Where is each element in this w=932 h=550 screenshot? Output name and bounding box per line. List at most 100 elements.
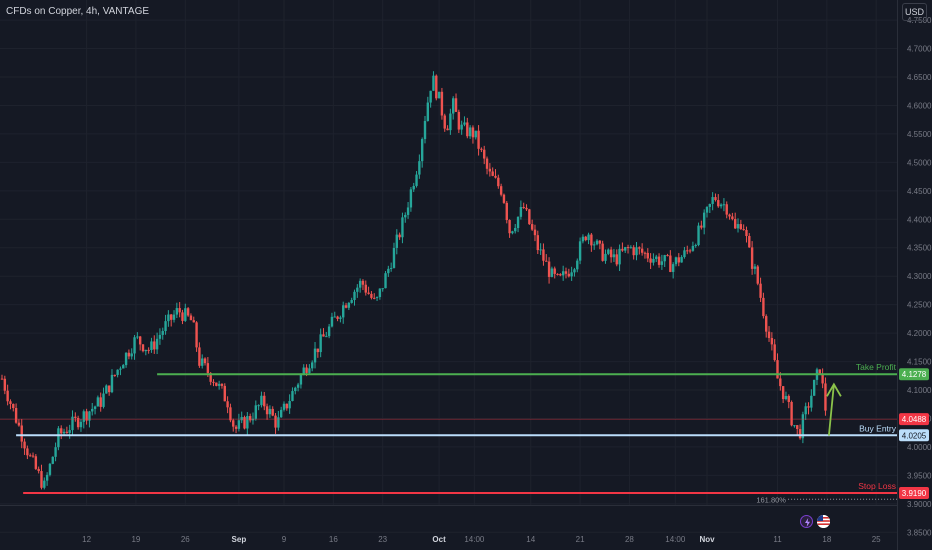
x-tick-label: Sep bbox=[232, 535, 247, 544]
candle-body bbox=[779, 378, 782, 387]
candle-body bbox=[43, 480, 46, 488]
candle-body bbox=[189, 315, 193, 321]
candle-body bbox=[609, 249, 613, 258]
candle-body bbox=[358, 280, 362, 288]
candle-body bbox=[745, 229, 748, 236]
x-tick-label: 14 bbox=[526, 535, 535, 544]
candle-body bbox=[17, 422, 21, 426]
candle-body bbox=[556, 273, 559, 275]
candle-body bbox=[206, 363, 210, 374]
candle-body bbox=[105, 385, 108, 394]
level-name: Stop Loss bbox=[858, 481, 896, 491]
candle-body bbox=[248, 416, 252, 421]
candle-body bbox=[477, 130, 480, 149]
level-price-label: 4.1278 bbox=[902, 370, 927, 379]
candle-body bbox=[271, 408, 274, 416]
candle-body bbox=[356, 287, 359, 292]
candle-body bbox=[533, 229, 537, 236]
candle-body bbox=[311, 362, 314, 369]
candle-body bbox=[246, 416, 249, 429]
candle-body bbox=[305, 367, 308, 373]
y-tick-label: 4.6500 bbox=[907, 73, 932, 82]
candle-body bbox=[483, 149, 486, 159]
candle-body bbox=[274, 415, 277, 428]
candle-body bbox=[590, 234, 593, 246]
candle-body bbox=[767, 331, 771, 339]
candle-body bbox=[494, 175, 497, 178]
candle-body bbox=[564, 271, 568, 274]
candle-body bbox=[93, 406, 97, 409]
candle-body bbox=[398, 234, 401, 238]
candle-body bbox=[387, 268, 390, 274]
candle-body bbox=[485, 158, 489, 169]
candle-body bbox=[460, 124, 463, 130]
candle-body bbox=[122, 365, 125, 369]
candle-body bbox=[150, 341, 153, 351]
candle-body bbox=[62, 431, 66, 434]
candle-body bbox=[488, 168, 492, 172]
candle-body bbox=[85, 411, 88, 421]
candle-body bbox=[677, 257, 680, 263]
candle-body bbox=[638, 247, 641, 249]
candle-body bbox=[804, 406, 807, 415]
y-tick-label: 4.7000 bbox=[907, 45, 932, 54]
candle-body bbox=[578, 241, 582, 261]
candle-body bbox=[147, 349, 150, 351]
lightning-icon[interactable] bbox=[800, 515, 813, 528]
candle-body bbox=[296, 384, 300, 388]
candle-body bbox=[57, 428, 60, 448]
x-tick-label: 14:00 bbox=[665, 535, 686, 544]
candle-body bbox=[423, 120, 427, 140]
x-tick-label: 14:00 bbox=[464, 535, 485, 544]
candle-body bbox=[601, 243, 604, 261]
candle-body bbox=[12, 403, 15, 409]
candle-body bbox=[184, 308, 187, 321]
candle-body bbox=[251, 418, 255, 421]
candle-body bbox=[790, 401, 793, 426]
candle-body bbox=[29, 455, 32, 457]
currency-button[interactable]: USD bbox=[902, 3, 927, 21]
candle-body bbox=[192, 320, 195, 323]
candle-body bbox=[756, 266, 759, 284]
candle-body bbox=[74, 416, 77, 418]
candle-body bbox=[632, 247, 635, 256]
candle-body bbox=[226, 401, 229, 408]
candle-body bbox=[635, 247, 638, 256]
candle-body bbox=[796, 425, 799, 430]
candle-body bbox=[268, 408, 272, 415]
candle-body bbox=[576, 260, 579, 270]
candle-body bbox=[508, 220, 511, 234]
candle-body bbox=[516, 216, 520, 229]
candle-body bbox=[20, 425, 23, 442]
candle-body bbox=[468, 127, 472, 137]
candle-body bbox=[203, 358, 207, 364]
candle-body bbox=[522, 207, 525, 209]
candle-body bbox=[714, 197, 717, 201]
candle-body bbox=[330, 316, 334, 327]
candle-body bbox=[742, 229, 745, 231]
candle-body bbox=[432, 75, 435, 91]
candle-body bbox=[452, 98, 455, 114]
candle-body bbox=[175, 308, 179, 315]
y-tick-label: 4.6000 bbox=[907, 101, 932, 110]
candle-body bbox=[79, 421, 83, 428]
candle-body bbox=[170, 314, 173, 320]
candle-body bbox=[88, 411, 91, 421]
candle-body bbox=[449, 113, 452, 131]
candle-body bbox=[34, 456, 38, 469]
candle-body bbox=[765, 316, 768, 332]
us-flag-icon[interactable] bbox=[817, 515, 830, 528]
candle-body bbox=[195, 322, 198, 348]
candle-body bbox=[688, 250, 692, 252]
x-tick-label: 26 bbox=[181, 535, 190, 544]
candle-body bbox=[313, 348, 317, 363]
candle-body bbox=[499, 186, 503, 195]
candle-body bbox=[660, 261, 664, 265]
level-price-tag bbox=[899, 429, 929, 442]
candle-body bbox=[736, 224, 740, 229]
candle-body bbox=[40, 471, 43, 488]
candle-body bbox=[545, 260, 548, 262]
candle-body bbox=[454, 98, 458, 112]
candle-body bbox=[798, 429, 802, 439]
